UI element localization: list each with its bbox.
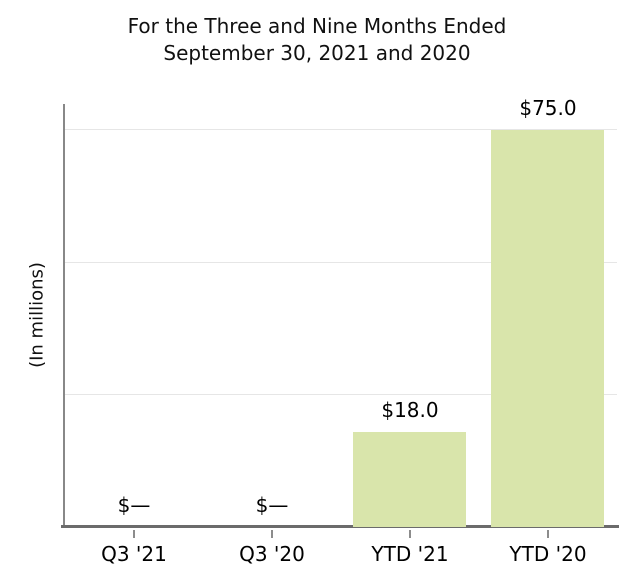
y-axis-line xyxy=(63,104,65,527)
value-label-2: $— xyxy=(255,493,289,517)
value-label-3: $18.0 xyxy=(381,398,439,422)
x-tick-label-2: Q3 '20 xyxy=(239,542,305,566)
gridline-75 xyxy=(65,129,617,131)
bar-4 xyxy=(491,130,604,527)
value-label-1: $— xyxy=(117,493,151,517)
x-tick-3 xyxy=(409,530,411,538)
x-tick-2 xyxy=(271,530,273,538)
plot-area: $— Q3 '21 $— Q3 '20 $18.0 YTD '21 $75.0 YTD '20 xyxy=(65,96,617,566)
x-tick-label-4: YTD '20 xyxy=(509,542,587,566)
chart-title-line2: September 30, 2021 and 2020 xyxy=(163,41,471,65)
y-axis-label: (In millions) xyxy=(26,262,48,368)
x-tick-label-3: YTD '21 xyxy=(371,542,449,566)
value-label-4: $75.0 xyxy=(519,96,577,120)
x-tick-1 xyxy=(133,530,135,538)
bar-slot-4: $75.0 YTD '20 xyxy=(479,96,617,566)
bar-3 xyxy=(353,432,466,527)
x-tick-label-1: Q3 '21 xyxy=(101,542,167,566)
gridline-50 xyxy=(65,261,617,263)
bar-slot-2: $— Q3 '20 xyxy=(203,104,341,566)
x-axis-line xyxy=(61,525,619,528)
bar-slot-1: $— Q3 '21 xyxy=(65,104,203,566)
bar-slot-3: $18.0 YTD '21 xyxy=(341,104,479,566)
gridline-25 xyxy=(65,393,617,395)
x-tick-4 xyxy=(547,530,549,538)
chart-title: For the Three and Nine Months Ended Sept… xyxy=(0,13,634,67)
chart-title-line1: For the Three and Nine Months Ended xyxy=(127,14,507,38)
